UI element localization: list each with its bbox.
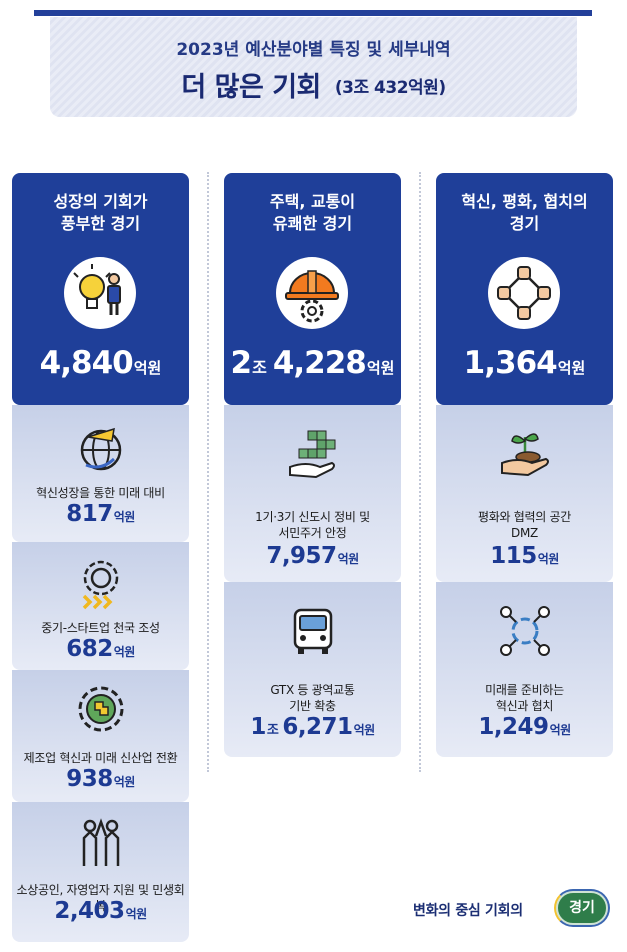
hand-sprout-icon xyxy=(498,427,552,481)
category-card-innovation-peace: 혁신, 평화, 협치의 경기 1,364억원 xyxy=(436,173,613,405)
budget-item-amount: 682 xyxy=(66,636,113,662)
budget-item-value: 2,403억원 xyxy=(12,898,189,924)
budget-item-value: 938억원 xyxy=(12,766,189,792)
gear-arrows-icon xyxy=(74,556,128,610)
budget-item-label: 미래를 준비하는 혁신과 협치 xyxy=(485,683,564,713)
category-amount: 4,840억원 xyxy=(12,345,189,381)
budget-item-label: 제조업 혁신과 미래 신산업 전환 xyxy=(23,751,178,765)
header-banner: 2023년 예산분야별 특징 및 세부내역 더 많은 기회 (3조 432억원) xyxy=(50,17,577,117)
budget-item-unit: 억원 xyxy=(549,723,572,737)
footer-slogan: 변화의 중심 기회의 xyxy=(413,903,523,919)
hand-blocks-icon xyxy=(286,427,340,481)
budget-item-card: GTX 등 광역교통 기반 확충 1조 6,271억원 xyxy=(224,582,401,757)
jo-unit: 조 xyxy=(266,723,279,738)
category-amount-value: 4,228 xyxy=(272,345,367,381)
header-title: 더 많은 기회 (3조 432억원) xyxy=(50,65,577,104)
budget-item-label: 소상공인, 자영업자 지원 및 민생회복 xyxy=(16,883,185,913)
category-amount-jo-value: 2 xyxy=(230,345,253,381)
budget-item-label: 중기-스타트업 천국 조성 xyxy=(41,621,160,635)
column-divider xyxy=(207,172,209,772)
budget-item-amount: 817 xyxy=(66,501,113,527)
amount-unit: 억원 xyxy=(133,359,162,377)
budget-item-label: 1기·3기 신도시 정비 및 서민주거 안정 xyxy=(255,510,370,540)
amount-unit: 억원 xyxy=(366,359,395,377)
budget-item-label: GTX 등 광역교통 기반 확충 xyxy=(270,683,355,713)
category-title: 성장의 기회가 풍부한 경기 xyxy=(53,192,148,233)
budget-item-value: 115억원 xyxy=(436,543,613,569)
category-card-housing-transport: 주택, 교통이 유쾌한 경기 2조 4,228억원 xyxy=(224,173,401,405)
budget-item-value: 682억원 xyxy=(12,636,189,662)
budget-item-value: 817억원 xyxy=(12,501,189,527)
budget-item-label: 혁신성장을 통한 미래 대비 xyxy=(36,486,165,500)
header-title-text: 더 많은 기회 xyxy=(181,72,321,103)
jo-unit: 조 xyxy=(252,358,267,377)
budget-item-card: 혁신성장을 통한 미래 대비 817억원 xyxy=(12,405,189,542)
bus-icon xyxy=(286,604,340,658)
budget-item-card: 소상공인, 자영업자 지원 및 민생회복 2,403억원 xyxy=(12,802,189,942)
budget-item-card: 제조업 혁신과 미래 신산업 전환 938억원 xyxy=(12,670,189,802)
top-accent-bar xyxy=(34,10,592,16)
header-total: (3조 432억원) xyxy=(334,78,446,98)
category-card-growth: 성장의 기회가 풍부한 경기 4,840억원 xyxy=(12,173,189,405)
budget-item-amount: 6,271 xyxy=(282,714,353,740)
people-cooperation-icon xyxy=(74,816,128,870)
budget-item-value: 1조 6,271억원 xyxy=(224,714,401,740)
budget-item-amount: 115 xyxy=(490,543,537,569)
budget-item-unit: 억원 xyxy=(537,552,560,566)
budget-item-card: 미래를 준비하는 혁신과 협치 1,249억원 xyxy=(436,582,613,757)
category-title: 혁신, 평화, 협치의 경기 xyxy=(461,192,588,233)
budget-item-jo-value: 1 xyxy=(250,714,266,740)
globe-arrow-icon xyxy=(74,421,128,475)
category-amount: 1,364억원 xyxy=(436,345,613,381)
category-amount-value: 1,364 xyxy=(463,345,558,381)
helmet-gear-icon xyxy=(276,257,348,329)
budget-item-amount: 7,957 xyxy=(266,543,337,569)
gear-puzzle-icon xyxy=(74,682,128,736)
amount-unit: 억원 xyxy=(557,359,586,377)
budget-item-unit: 억원 xyxy=(113,645,136,659)
category-amount-value: 4,840 xyxy=(39,345,134,381)
budget-item-card: 1기·3기 신도시 정비 및 서민주거 안정 7,957억원 xyxy=(224,405,401,582)
category-amount: 2조 4,228억원 xyxy=(224,345,401,381)
budget-item-unit: 억원 xyxy=(337,552,360,566)
lightbulb-person-icon xyxy=(64,257,136,329)
budget-item-label: 평화와 협력의 공간 DMZ xyxy=(478,510,571,540)
budget-item-card: 중기-스타트업 천국 조성 682억원 xyxy=(12,542,189,670)
budget-item-unit: 억원 xyxy=(113,510,136,524)
budget-item-amount: 938 xyxy=(66,766,113,792)
budget-item-unit: 억원 xyxy=(125,907,148,921)
network-cycle-icon xyxy=(498,604,552,658)
budget-item-value: 1,249억원 xyxy=(436,714,613,740)
budget-item-amount: 1,249 xyxy=(478,714,549,740)
column-divider xyxy=(419,172,421,772)
budget-item-unit: 억원 xyxy=(113,775,136,789)
budget-item-card: 평화와 협력의 공간 DMZ 115억원 xyxy=(436,405,613,582)
budget-item-unit: 억원 xyxy=(353,723,376,737)
hands-circle-icon xyxy=(488,257,560,329)
gyeonggi-logo: 경기 xyxy=(554,889,610,927)
budget-item-value: 7,957억원 xyxy=(224,543,401,569)
header-subtitle: 2023년 예산분야별 특징 및 세부내역 xyxy=(176,40,451,60)
category-title: 주택, 교통이 유쾌한 경기 xyxy=(269,192,356,233)
budget-item-amount: 2,403 xyxy=(54,898,125,924)
